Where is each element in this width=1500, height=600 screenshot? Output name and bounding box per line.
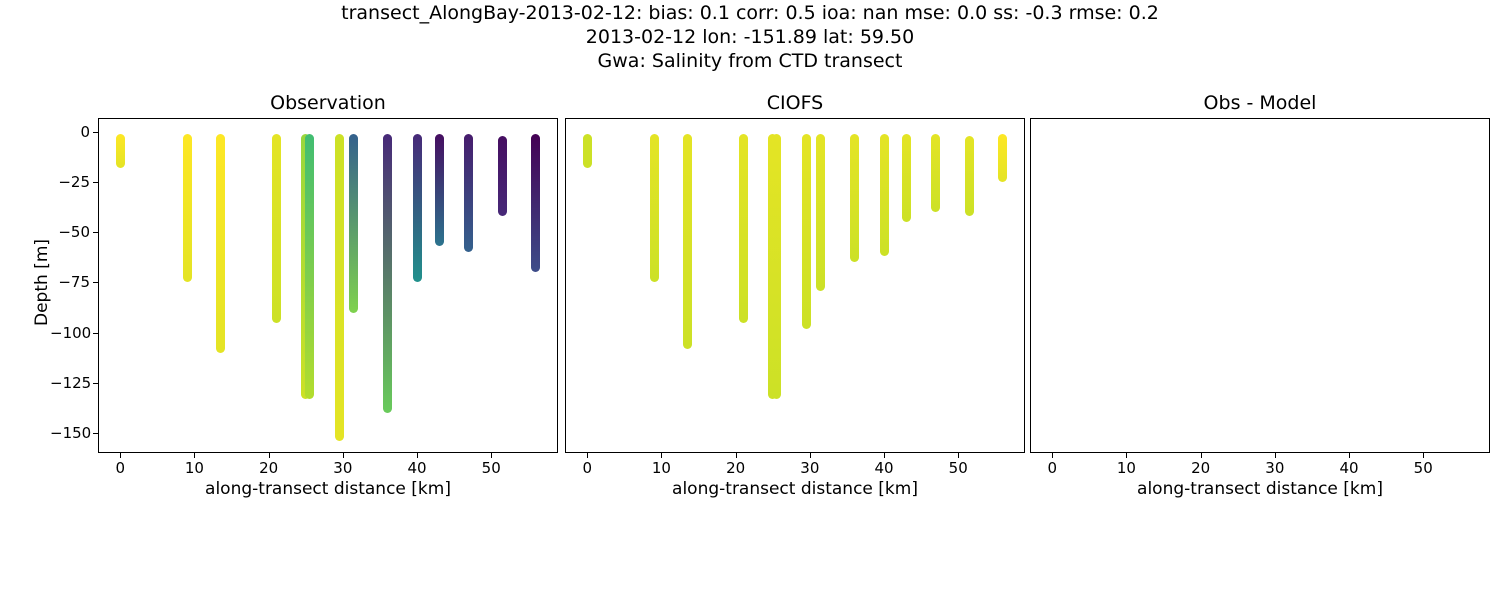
xtickmark [343,453,344,458]
xtickmark [587,453,588,458]
xtick-label: 20 [1191,459,1210,477]
panel-0 [98,118,558,453]
cast [880,134,889,256]
cast [216,134,225,353]
panel-title-1: CIOFS [565,92,1025,114]
suptitle-line-1: 2013-02-12 lon: -151.89 lat: 59.50 [0,26,1500,48]
cast [435,134,444,246]
xtick-label: 10 [185,459,204,477]
panel-title-0: Observation [98,92,558,114]
ytick-label: −50 [50,223,90,241]
xtickmark [958,453,959,458]
xtick-label: 20 [726,459,745,477]
xtickmark [884,453,885,458]
xtickmark [661,453,662,458]
xtick-label: 50 [1414,459,1433,477]
cast [498,136,507,216]
cast [305,134,314,399]
suptitle-line-2: Gwa: Salinity from CTD transect [0,50,1500,72]
xtick-label: 40 [1339,459,1358,477]
ytickmark [93,282,98,283]
cast [931,134,940,212]
cast [349,134,358,313]
ytick-label: −75 [50,273,90,291]
xtick-label: 0 [582,459,592,477]
xtick-label: 0 [1047,459,1057,477]
cast [531,134,540,272]
xtickmark [417,453,418,458]
xtick-label: 50 [482,459,501,477]
cast [383,134,392,413]
cast [583,134,592,168]
xtickmark [1201,453,1202,458]
cast [998,134,1007,182]
cast [816,134,825,290]
panel-2 [1030,118,1490,453]
cast [850,134,859,262]
xtickmark [1423,453,1424,458]
xlabel-2: along-transect distance [km] [1030,479,1490,499]
figure: transect_AlongBay-2013-02-12: bias: 0.1 … [0,0,1500,600]
ytick-label: 0 [50,123,90,141]
cast [802,134,811,329]
cast [413,134,422,282]
cast [116,134,125,168]
cast [965,136,974,216]
ytickmark [93,433,98,434]
xtick-label: 30 [1265,459,1284,477]
cast [335,134,344,441]
xtick-label: 40 [874,459,893,477]
suptitle-line-0: transect_AlongBay-2013-02-12: bias: 0.1 … [0,2,1500,24]
xtickmark [810,453,811,458]
cast [902,134,911,222]
cast [650,134,659,282]
ytickmark [93,182,98,183]
xtickmark [269,453,270,458]
ytick-label: −25 [50,173,90,191]
ytickmark [93,383,98,384]
ylabel: Depth [m] [32,238,52,325]
xtickmark [194,453,195,458]
xtickmark [1126,453,1127,458]
xtick-label: 20 [259,459,278,477]
xtick-label: 50 [949,459,968,477]
xtick-label: 10 [652,459,671,477]
cast [183,134,192,282]
ytickmark [93,333,98,334]
ytick-label: −125 [50,374,90,392]
xtickmark [491,453,492,458]
xtick-label: 0 [115,459,125,477]
panel-title-2: Obs - Model [1030,92,1490,114]
cast [772,134,781,399]
xlabel-0: along-transect distance [km] [98,479,558,499]
xtick-label: 30 [333,459,352,477]
xtick-label: 40 [407,459,426,477]
xtick-label: 30 [800,459,819,477]
panel-1 [565,118,1025,453]
xtickmark [120,453,121,458]
cast [683,134,692,349]
cast [464,134,473,252]
ytick-label: −150 [50,424,90,442]
xtickmark [1275,453,1276,458]
xtickmark [1052,453,1053,458]
cast [739,134,748,323]
cast [272,134,281,323]
xtick-label: 10 [1117,459,1136,477]
xlabel-1: along-transect distance [km] [565,479,1025,499]
xtickmark [736,453,737,458]
ytick-label: −100 [50,324,90,342]
ytickmark [93,132,98,133]
xtickmark [1349,453,1350,458]
ytickmark [93,232,98,233]
